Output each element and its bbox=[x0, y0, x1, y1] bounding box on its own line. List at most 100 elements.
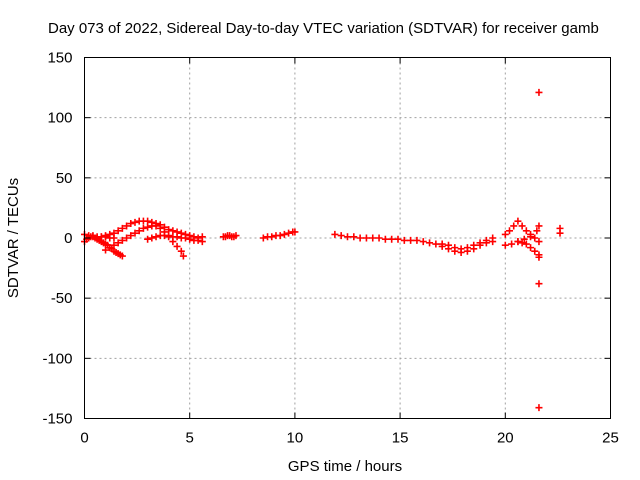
data-point bbox=[268, 233, 276, 241]
x-axis-title: GPS time / hours bbox=[288, 458, 402, 475]
ticks-layer bbox=[84, 57, 611, 419]
series-track-e bbox=[144, 232, 206, 246]
data-point bbox=[350, 233, 358, 241]
data-point bbox=[531, 247, 539, 255]
x-tick-label: 25 bbox=[602, 430, 619, 447]
data-point bbox=[131, 218, 139, 226]
y-tick-label: -150 bbox=[42, 411, 72, 428]
y-axis-title: SDTVAR / TECUs bbox=[5, 178, 22, 298]
data-point bbox=[535, 253, 543, 261]
data-point bbox=[400, 236, 408, 244]
data-point bbox=[476, 239, 484, 247]
data-layer bbox=[81, 88, 564, 412]
data-point bbox=[165, 232, 173, 240]
data-point bbox=[152, 233, 160, 241]
data-point bbox=[102, 232, 110, 240]
x-tick-label: 20 bbox=[497, 430, 514, 447]
data-point bbox=[535, 404, 543, 412]
data-point bbox=[535, 238, 543, 246]
data-point bbox=[152, 222, 160, 230]
data-point bbox=[527, 233, 535, 241]
x-tick-label: 5 bbox=[186, 430, 194, 447]
data-point bbox=[173, 233, 181, 241]
data-point bbox=[194, 236, 202, 244]
data-point bbox=[148, 234, 156, 242]
data-point bbox=[506, 227, 514, 235]
data-point bbox=[118, 252, 126, 260]
data-point bbox=[520, 235, 528, 243]
data-point bbox=[426, 239, 434, 247]
series-outliers bbox=[535, 88, 564, 412]
x-tick-label: 15 bbox=[392, 430, 409, 447]
tick-labels-layer: 0 5 10 15 20 25 -150 -100 -50 0 50 100 150 bbox=[42, 50, 618, 447]
data-point bbox=[470, 241, 478, 249]
data-point bbox=[522, 240, 530, 248]
data-point bbox=[510, 222, 518, 230]
x-tick-label: 0 bbox=[80, 430, 88, 447]
data-point bbox=[276, 232, 284, 240]
data-point bbox=[232, 232, 240, 240]
data-point bbox=[181, 234, 189, 242]
data-point bbox=[114, 227, 122, 235]
data-point bbox=[362, 234, 370, 242]
data-point bbox=[375, 234, 383, 242]
data-point bbox=[118, 236, 126, 244]
data-point bbox=[123, 234, 131, 242]
data-point bbox=[501, 230, 509, 238]
data-point bbox=[501, 241, 509, 249]
data-point bbox=[518, 239, 526, 247]
data-point bbox=[110, 229, 118, 237]
data-point bbox=[114, 239, 122, 247]
data-point bbox=[169, 227, 177, 235]
data-point bbox=[535, 222, 543, 230]
data-point bbox=[144, 235, 152, 243]
data-point bbox=[489, 234, 497, 242]
data-point bbox=[165, 226, 173, 234]
data-point bbox=[451, 244, 459, 252]
data-point bbox=[106, 244, 114, 252]
data-point bbox=[179, 252, 187, 260]
data-point bbox=[93, 234, 101, 242]
data-point bbox=[438, 240, 446, 248]
data-point bbox=[127, 232, 135, 240]
data-point bbox=[280, 230, 288, 238]
y-tick-label: 100 bbox=[47, 110, 72, 127]
data-point bbox=[139, 224, 147, 232]
data-point bbox=[356, 234, 364, 242]
data-point bbox=[369, 234, 377, 242]
x-tick-label: 10 bbox=[287, 430, 304, 447]
data-point bbox=[198, 238, 206, 246]
data-point bbox=[444, 241, 452, 249]
data-point bbox=[97, 233, 105, 241]
data-point bbox=[407, 236, 415, 244]
data-point bbox=[457, 245, 465, 253]
data-point bbox=[156, 224, 164, 232]
data-point bbox=[394, 235, 402, 243]
series-track-g bbox=[259, 228, 299, 242]
y-tick-label: 0 bbox=[64, 230, 72, 247]
data-point bbox=[508, 240, 516, 248]
data-point bbox=[177, 247, 185, 255]
data-point bbox=[186, 235, 194, 243]
data-point bbox=[259, 234, 267, 242]
data-point bbox=[106, 230, 114, 238]
y-tick-label: 50 bbox=[56, 170, 73, 187]
data-point bbox=[110, 241, 118, 249]
data-point bbox=[331, 230, 339, 238]
y-tick-label: -50 bbox=[51, 290, 73, 307]
data-point bbox=[337, 232, 345, 240]
data-point bbox=[135, 227, 143, 235]
data-point bbox=[388, 235, 396, 243]
data-point bbox=[102, 246, 110, 254]
data-point bbox=[522, 227, 530, 235]
data-point bbox=[514, 217, 522, 225]
data-point bbox=[432, 240, 440, 248]
data-point bbox=[518, 222, 526, 230]
data-point bbox=[123, 222, 131, 230]
data-point bbox=[514, 238, 522, 246]
data-point bbox=[144, 223, 152, 231]
data-point bbox=[89, 232, 97, 240]
data-point bbox=[344, 233, 351, 241]
y-tick-label: 150 bbox=[47, 50, 72, 67]
